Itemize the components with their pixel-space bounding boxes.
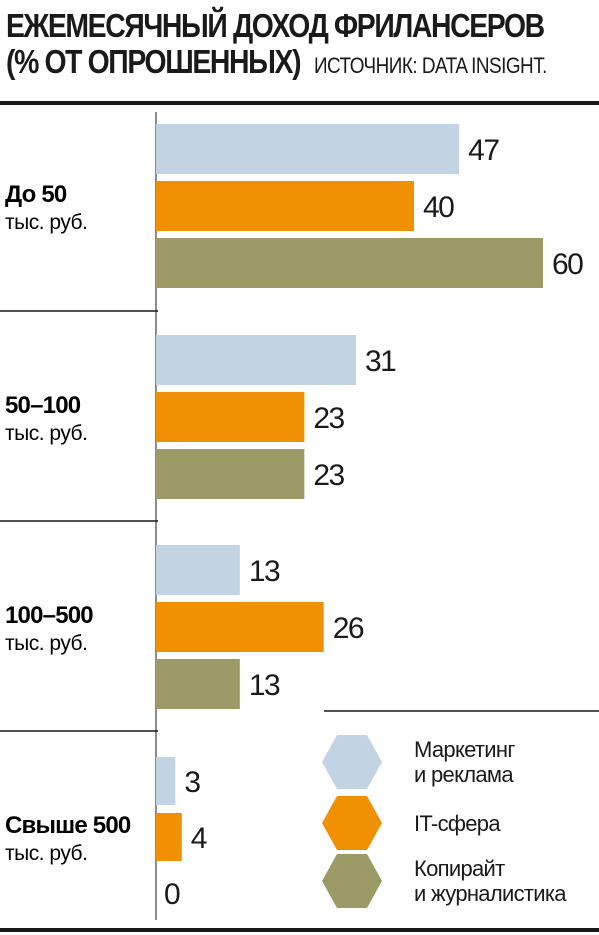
- source-note: ИСТОЧНИК: DATA INSIGHT.: [313, 53, 547, 78]
- bar: [156, 449, 305, 499]
- value-label: 40: [423, 191, 454, 224]
- bar: [156, 545, 240, 595]
- value-label: 23: [313, 459, 344, 492]
- value-label: 47: [468, 134, 499, 167]
- category-label: 100–500: [5, 602, 93, 629]
- legend-label: Копирайт: [414, 856, 505, 881]
- value-label: 26: [333, 612, 364, 645]
- legend-swatch-icon: [322, 735, 382, 789]
- value-label: 0: [164, 878, 180, 911]
- value-label: 23: [313, 402, 344, 435]
- category-sublabel: тыс. руб.: [5, 632, 87, 655]
- bar: [156, 181, 414, 231]
- value-label: 31: [365, 345, 396, 378]
- bar: [156, 659, 240, 709]
- title-line-1: ЕЖЕМЕСЯЧНЫЙ ДОХОД ФРИЛАНСЕРОВ: [6, 7, 545, 44]
- bar: [156, 124, 460, 174]
- legend-swatch-icon: [322, 854, 382, 908]
- legend-label: и реклама: [414, 762, 514, 787]
- category-label: Свыше 500: [5, 812, 131, 839]
- category-label: 50–100: [5, 392, 81, 419]
- bar: [156, 392, 305, 442]
- footer-rule: [0, 928, 599, 932]
- category-label: До 50: [5, 181, 67, 208]
- legend-label: Маркетинг: [414, 737, 515, 762]
- bar: [156, 335, 356, 385]
- legend-label: и журналистика: [414, 881, 567, 906]
- legend-label: IT-сфера: [414, 811, 501, 836]
- title-line-2: (% ОТ ОПРОШЕННЫХ): [6, 43, 302, 80]
- value-label: 3: [184, 766, 200, 799]
- value-label: 4: [191, 822, 207, 855]
- bar: [156, 813, 182, 861]
- chart-title: ЕЖЕМЕСЯЧНЫЙ ДОХОД ФРИЛАНСЕРОВ (% ОТ ОПРО…: [6, 8, 547, 84]
- header-rule: [0, 101, 599, 105]
- bar: [156, 238, 543, 288]
- bar: [156, 602, 324, 652]
- category-sublabel: тыс. руб.: [5, 422, 87, 445]
- value-label: 13: [249, 555, 280, 588]
- category-sublabel: тыс. руб.: [5, 842, 87, 865]
- bar: [156, 757, 176, 805]
- category-sublabel: тыс. руб.: [5, 211, 87, 234]
- legend-swatch-icon: [322, 796, 382, 850]
- value-label: 60: [552, 248, 583, 281]
- value-label: 13: [249, 669, 280, 702]
